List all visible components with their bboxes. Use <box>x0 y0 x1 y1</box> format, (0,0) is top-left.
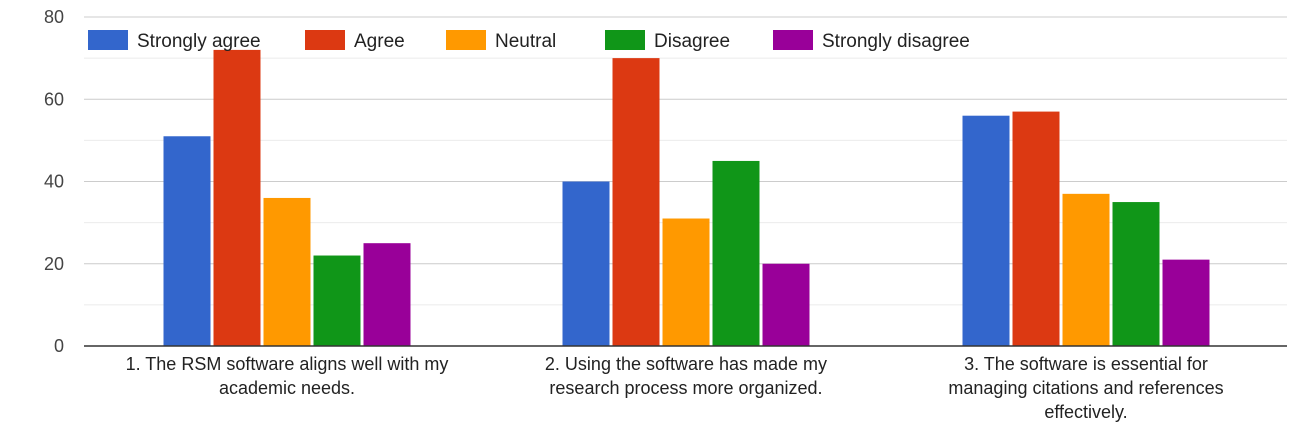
y-tick-label: 40 <box>44 172 64 192</box>
x-tick-label: 3. The software is essential for managing… <box>948 354 1223 422</box>
bar-strongly-disagree <box>363 243 411 346</box>
bar-agree <box>213 49 261 347</box>
x-axis-labels: 1. The RSM software aligns well with my a… <box>126 354 1224 422</box>
legend: Strongly agree Agree Neutral Disagree Strong… <box>88 30 970 52</box>
bar-neutral <box>263 197 311 346</box>
legend-swatch <box>605 30 645 50</box>
bar-strongly-disagree <box>1162 259 1210 346</box>
bar-disagree <box>712 160 760 346</box>
x-tick-label-line: managing citations and references <box>948 378 1223 398</box>
x-tick-label-line: academic needs. <box>219 378 355 398</box>
legend-swatch <box>88 30 128 50</box>
bar-strongly-agree <box>562 181 610 346</box>
x-tick-label-line: research process more organized. <box>549 378 822 398</box>
legend-label: Neutral <box>495 31 556 52</box>
bar-neutral <box>1062 193 1110 346</box>
y-tick-label: 80 <box>44 7 64 27</box>
legend-label: Strongly agree <box>137 31 261 52</box>
bars <box>163 49 1210 347</box>
y-axis: 0 20 40 60 80 <box>44 7 64 356</box>
y-tick-label: 60 <box>44 89 64 109</box>
bar-disagree <box>313 255 361 346</box>
legend-swatch <box>305 30 345 50</box>
bar-agree <box>1012 111 1060 347</box>
bar-disagree <box>1112 202 1160 346</box>
x-tick-label-line: 3. The software is essential for <box>964 354 1208 374</box>
legend-label: Disagree <box>654 31 730 52</box>
legend-label: Strongly disagree <box>822 31 970 52</box>
y-tick-label: 0 <box>54 336 64 356</box>
legend-label: Agree <box>354 31 405 52</box>
x-tick-label-line: effectively. <box>1044 402 1127 422</box>
x-tick-label-line: 1. The RSM software aligns well with my <box>126 354 449 374</box>
legend-swatch <box>446 30 486 50</box>
x-tick-label-line: 2. Using the software has made my <box>545 354 827 374</box>
x-tick-label: 1. The RSM software aligns well with my a… <box>126 354 449 398</box>
x-tick-label: 2. Using the software has made my researc… <box>545 354 827 398</box>
bar-agree <box>612 58 660 346</box>
y-tick-label: 20 <box>44 254 64 274</box>
bar-neutral <box>662 218 710 346</box>
bar-strongly-agree <box>163 136 211 346</box>
bar-strongly-disagree <box>762 263 810 346</box>
legend-swatch <box>773 30 813 50</box>
bar-strongly-agree <box>962 115 1010 346</box>
